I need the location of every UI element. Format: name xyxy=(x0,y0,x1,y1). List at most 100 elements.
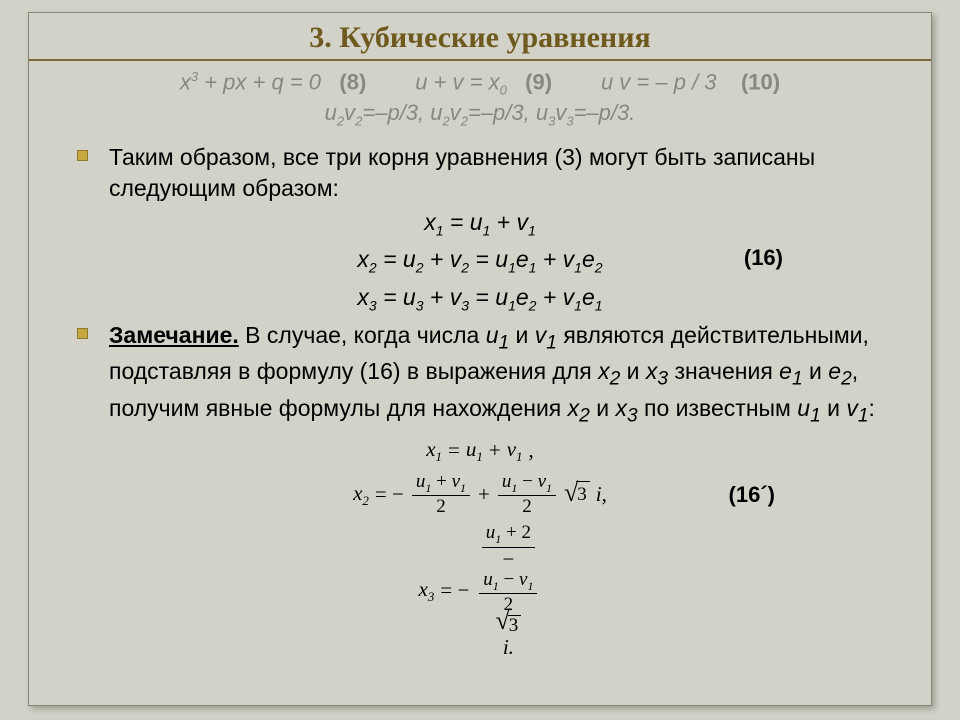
s: 3 xyxy=(416,297,424,313)
title-rule: 3. Кубические уравнения xyxy=(29,13,931,61)
bullet-item-2: Замечание. В случае, когда числа u1 и v1… xyxy=(57,320,903,429)
t: В случае, когда числа xyxy=(239,322,486,348)
t: e xyxy=(779,358,792,384)
t: + xyxy=(501,522,521,543)
t: u xyxy=(483,569,493,590)
t: x xyxy=(598,358,610,384)
para1: Таким образом, все три корня уравнения (… xyxy=(109,144,815,201)
t: u xyxy=(486,522,496,543)
s: 2 xyxy=(362,493,369,508)
s: 3 xyxy=(461,297,469,313)
t: x xyxy=(419,577,428,601)
t: − xyxy=(517,471,537,492)
bullet-item-1: Таким образом, все три корня уравнения (… xyxy=(57,142,903,204)
t: 3 xyxy=(576,481,590,508)
t: и xyxy=(590,395,616,421)
s: 1 xyxy=(498,332,509,353)
t: + v xyxy=(490,209,528,235)
s: 2 xyxy=(595,260,603,276)
remark-head: Замечание. xyxy=(109,322,239,348)
bullet-icon xyxy=(77,328,88,339)
t: x xyxy=(568,395,580,421)
t: и xyxy=(821,395,847,421)
s: 3 xyxy=(627,405,638,426)
s: 1 xyxy=(792,369,803,390)
t: + xyxy=(489,436,501,464)
s: 1 xyxy=(810,405,821,426)
t: e xyxy=(828,358,841,384)
sub-equations-line2: u2v2=–p/3, u2v2=–p/3, u3v3=–p/3. xyxy=(29,100,931,128)
t: = u xyxy=(377,246,416,272)
formula-block: x1 = u1 + v1, x2 = − u1 + v1 2 + u1 − v1… xyxy=(57,435,903,658)
s: 1 xyxy=(528,223,536,239)
t: = u xyxy=(469,246,508,272)
t: + v xyxy=(424,284,462,310)
t: x xyxy=(646,358,658,384)
s: 1 xyxy=(436,449,443,464)
t: = − xyxy=(440,576,469,604)
root-eq-2: x2 = u2 + v2 = u1e1 + v1e2 (16) xyxy=(57,243,903,278)
slide-title: 3. Кубические уравнения xyxy=(29,21,931,55)
t: − xyxy=(499,569,519,590)
t: + xyxy=(478,480,490,508)
s: 1 xyxy=(508,297,516,313)
t: u xyxy=(502,471,512,492)
s: 2 xyxy=(369,260,377,276)
t: e xyxy=(582,246,595,272)
s: 3 xyxy=(428,589,435,604)
t: e xyxy=(582,284,595,310)
t: v xyxy=(344,100,355,125)
t: x xyxy=(426,437,435,461)
t: v xyxy=(535,322,547,348)
t: u xyxy=(430,100,442,125)
t: по известным xyxy=(638,395,798,421)
s: 1 xyxy=(858,405,869,426)
sub-equations-line1: x3 + px + q = 0 (8) u + v = x0 (9) u v =… xyxy=(29,69,931,98)
root-eq-3: x3 = u3 + v3 = u1e2 + v1e1 xyxy=(57,281,903,316)
t: 2 xyxy=(436,496,446,517)
t: u xyxy=(486,322,499,348)
tag-16p: (16´) xyxy=(729,480,775,510)
fraction: u1 − v1 2 xyxy=(498,472,556,517)
tag-16: (16) xyxy=(744,243,783,274)
eq8-tag: (8) xyxy=(339,69,366,94)
s: 1 xyxy=(546,332,557,353)
t: = − xyxy=(375,480,404,508)
s: 3 xyxy=(369,297,377,313)
t: = u xyxy=(469,284,508,310)
t: 2 xyxy=(522,496,532,517)
eq9: u + v = x xyxy=(415,69,499,94)
eq10-tag: (10) xyxy=(741,69,780,94)
t: + v xyxy=(536,246,574,272)
t: =–p/3, xyxy=(362,100,430,125)
t: x xyxy=(615,395,627,421)
eq10: u v = – p / 3 xyxy=(601,69,717,94)
t: v xyxy=(538,471,546,492)
s: 1 xyxy=(460,481,466,495)
t: u xyxy=(416,471,426,492)
t: u xyxy=(536,100,548,125)
t: − xyxy=(502,548,514,570)
eq9-tag: (9) xyxy=(525,69,552,94)
s: 2 xyxy=(610,369,621,390)
bullet-icon xyxy=(77,150,88,161)
t: : xyxy=(869,395,875,421)
formula-x1: x1 = u1 + v1, xyxy=(57,435,903,466)
slide: 3. Кубические уравнения x3 + px + q = 0 … xyxy=(28,12,932,706)
t: v xyxy=(452,471,460,492)
t: + v xyxy=(424,246,462,272)
t: v xyxy=(846,395,858,421)
t: =–p/3, xyxy=(468,100,536,125)
eq8-rest: + px + q = 0 xyxy=(198,69,321,94)
s: 2 xyxy=(443,113,450,128)
s: 1 xyxy=(476,449,483,464)
s: 1 xyxy=(574,260,582,276)
formula-x2: x2 = − u1 + v1 2 + u1 − v1 2 √3i, (16´) xyxy=(57,472,903,517)
eq9-sub: 0 xyxy=(500,83,507,98)
s: 1 xyxy=(546,481,552,495)
t: x xyxy=(424,209,436,235)
t: u xyxy=(466,437,477,461)
t: x xyxy=(357,246,369,272)
t: x xyxy=(357,284,369,310)
t: u xyxy=(797,395,810,421)
